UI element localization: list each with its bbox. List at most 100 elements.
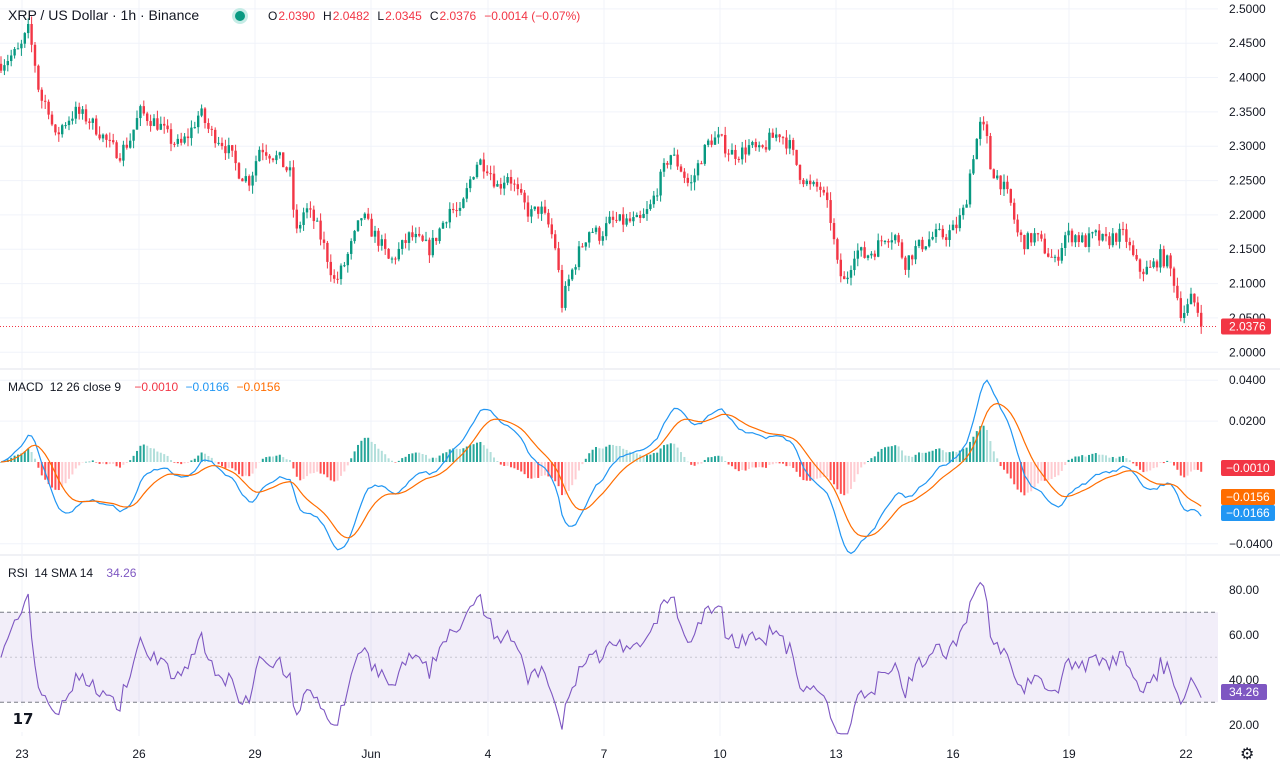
macd-hist-bar [125,462,128,464]
macd-hist-bar [656,452,659,462]
macd-hist-bar [295,462,298,477]
candle-body [503,182,506,189]
macd-hist-bar [193,458,196,462]
macd-hist-bar [224,462,227,469]
macd-hist-bar [533,462,536,478]
candle-body [448,208,451,223]
macd-hist-bar [1084,456,1087,462]
candle-body [1155,261,1159,268]
macd-hist-bar [618,445,621,462]
candle-body [190,127,193,139]
candle-body [911,255,914,260]
macd-hist-bar [1091,453,1094,462]
candle-body [370,218,373,237]
candle-body [118,158,122,161]
candle-body [506,176,509,183]
candle-body [788,140,791,149]
gear-icon[interactable]: ⚙ [1240,744,1255,763]
candle-body [659,171,662,196]
macd-hist-bar [795,462,798,472]
macd-hist-bar [530,462,533,479]
market-status-icon [235,8,245,24]
candle-body [142,106,145,114]
macd-hist-bar [965,447,968,462]
candle-body [921,239,924,250]
macd-hist-bar [520,462,523,472]
rsi-value-tag [1221,684,1267,700]
candle-body [856,250,859,259]
macd-hist-bar [785,462,788,467]
candle-body [985,124,989,137]
macd-hist-bar [326,462,329,478]
macd-hist-bar [890,446,893,462]
candle-body [924,246,927,250]
candle-body [1121,228,1125,230]
macd-hist-bar [452,448,455,462]
candle-body [843,276,846,280]
candle-body [989,136,992,170]
macd-hist-bar [707,457,710,462]
candle-body [176,138,179,144]
macd-hist-bar [112,462,115,464]
candle-body [1183,312,1186,318]
ohlc-value: 2.0482 [332,9,370,23]
macd-hist-bar [401,458,404,462]
macd-hist-bar [1067,459,1070,462]
macd-hist-bar [0,462,2,463]
candle-body [1186,304,1189,313]
macd-hist-bar [1074,456,1077,462]
macd-hist-bar [523,462,526,475]
candle-body [333,275,336,279]
macd-hist-bar [802,462,805,481]
macd-hist-bar [697,462,699,465]
candle-body [931,236,934,240]
candle-body [795,149,798,165]
macd-hist-bar [469,444,472,462]
macd-hist-bar [285,459,288,462]
candle-body [27,23,30,34]
macd-hist-bar [741,462,744,470]
candle-body [849,270,853,278]
candle-body [452,208,455,211]
candle-body [836,239,839,260]
price-tick-label: 2.5000 [1229,2,1266,16]
rsi-tick-label: 60.00 [1229,628,1259,642]
candle-body [968,173,972,205]
candle-body [1006,181,1009,190]
candle-body [645,209,649,214]
candle-body [805,180,808,185]
macd-hist-bar [867,461,869,462]
candle-body [819,186,822,190]
macd-hist-bar [608,444,611,462]
macd-hist-bar [816,462,818,479]
candle-body [1125,229,1128,242]
candle-body [543,206,547,213]
macd-hist-bar [78,462,81,466]
macd-hist-bar [833,462,835,485]
candle-body [234,150,237,164]
macd-hist-bar [1050,462,1053,479]
candle-body [567,279,570,286]
macd-hist-bar [455,448,458,462]
macd-hist-bar [958,450,961,462]
macd-hist-bar [408,454,410,462]
candle-body [1166,255,1169,267]
candle-body [775,134,778,138]
candle-body [132,129,135,141]
price-tick-label: 2.4000 [1229,71,1266,85]
candle-body [822,189,825,193]
macd-hist-bar [703,459,706,462]
macd-hist-bar [465,446,468,462]
macd-hist-bar [1111,456,1114,462]
candle-body [1179,298,1182,318]
macd-hist-bar [918,452,920,462]
macd-hist-bar [238,462,240,475]
macd-hist-value: −0.0010 [134,380,179,394]
macd-hist-bar [986,429,988,462]
candle-body [707,140,710,145]
macd-hist-bar [1023,462,1026,496]
tradingview-logo-icon[interactable]: 17 [8,706,38,732]
macd-hist-bar [438,455,441,462]
x-tick-label: 29 [248,747,262,761]
